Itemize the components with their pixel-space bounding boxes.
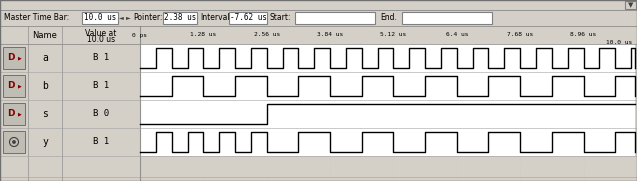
Text: 5.12 us: 5.12 us	[380, 33, 406, 37]
Text: Name: Name	[32, 31, 57, 39]
Text: Start:: Start:	[270, 14, 292, 22]
Bar	[0, 100, 140, 128]
Text: Pointer:: Pointer:	[133, 14, 162, 22]
Text: s: s	[42, 109, 48, 119]
Bar	[625, 1, 636, 9]
Text: B 1: B 1	[93, 54, 109, 62]
Bar	[0, 10, 637, 26]
Text: D: D	[7, 110, 15, 119]
Text: 10.0 us: 10.0 us	[87, 35, 115, 43]
Bar	[140, 44, 635, 156]
Bar	[0, 44, 140, 72]
Text: ►: ►	[125, 16, 131, 20]
Text: 6.4 us: 6.4 us	[445, 33, 468, 37]
Text: B 1: B 1	[93, 81, 109, 90]
Bar	[295, 12, 375, 24]
Text: D: D	[7, 54, 15, 62]
Bar	[0, 72, 140, 100]
Bar	[163, 12, 197, 24]
Text: y: y	[42, 137, 48, 147]
Text: 2.56 us: 2.56 us	[254, 33, 280, 37]
Text: ◄: ◄	[118, 16, 124, 20]
Text: 0 ps: 0 ps	[132, 33, 148, 37]
Text: 2.38 us: 2.38 us	[164, 14, 196, 22]
Text: 3.84 us: 3.84 us	[317, 33, 343, 37]
Bar	[402, 12, 492, 24]
Text: 10.0 us: 10.0 us	[606, 39, 632, 45]
Text: 1.28 us: 1.28 us	[190, 33, 217, 37]
Bar	[0, 0, 637, 10]
Bar	[229, 12, 267, 24]
Text: 10.0 us: 10.0 us	[84, 14, 116, 22]
Text: ▼: ▼	[628, 2, 633, 8]
Bar	[0, 128, 140, 156]
Text: ▶: ▶	[18, 56, 22, 60]
Bar	[3, 47, 25, 69]
Bar	[82, 12, 118, 24]
Text: 8.96 us: 8.96 us	[570, 33, 597, 37]
Text: Interval: Interval	[200, 14, 229, 22]
Text: Master Time Bar:: Master Time Bar:	[4, 14, 69, 22]
Text: -7.62 us: -7.62 us	[229, 14, 266, 22]
Text: b: b	[42, 81, 48, 91]
Text: 7.68 us: 7.68 us	[507, 33, 533, 37]
Bar	[3, 131, 25, 153]
Circle shape	[13, 141, 15, 143]
Bar	[3, 103, 25, 125]
Text: End.: End.	[380, 14, 397, 22]
Text: Value at: Value at	[85, 28, 117, 37]
Text: B 0: B 0	[93, 110, 109, 119]
Bar	[0, 26, 637, 44]
Bar	[3, 75, 25, 97]
Text: ▶: ▶	[18, 111, 22, 117]
Text: B 1: B 1	[93, 138, 109, 146]
Text: a: a	[42, 53, 48, 63]
Text: D: D	[7, 81, 15, 90]
Text: ▶: ▶	[18, 83, 22, 89]
